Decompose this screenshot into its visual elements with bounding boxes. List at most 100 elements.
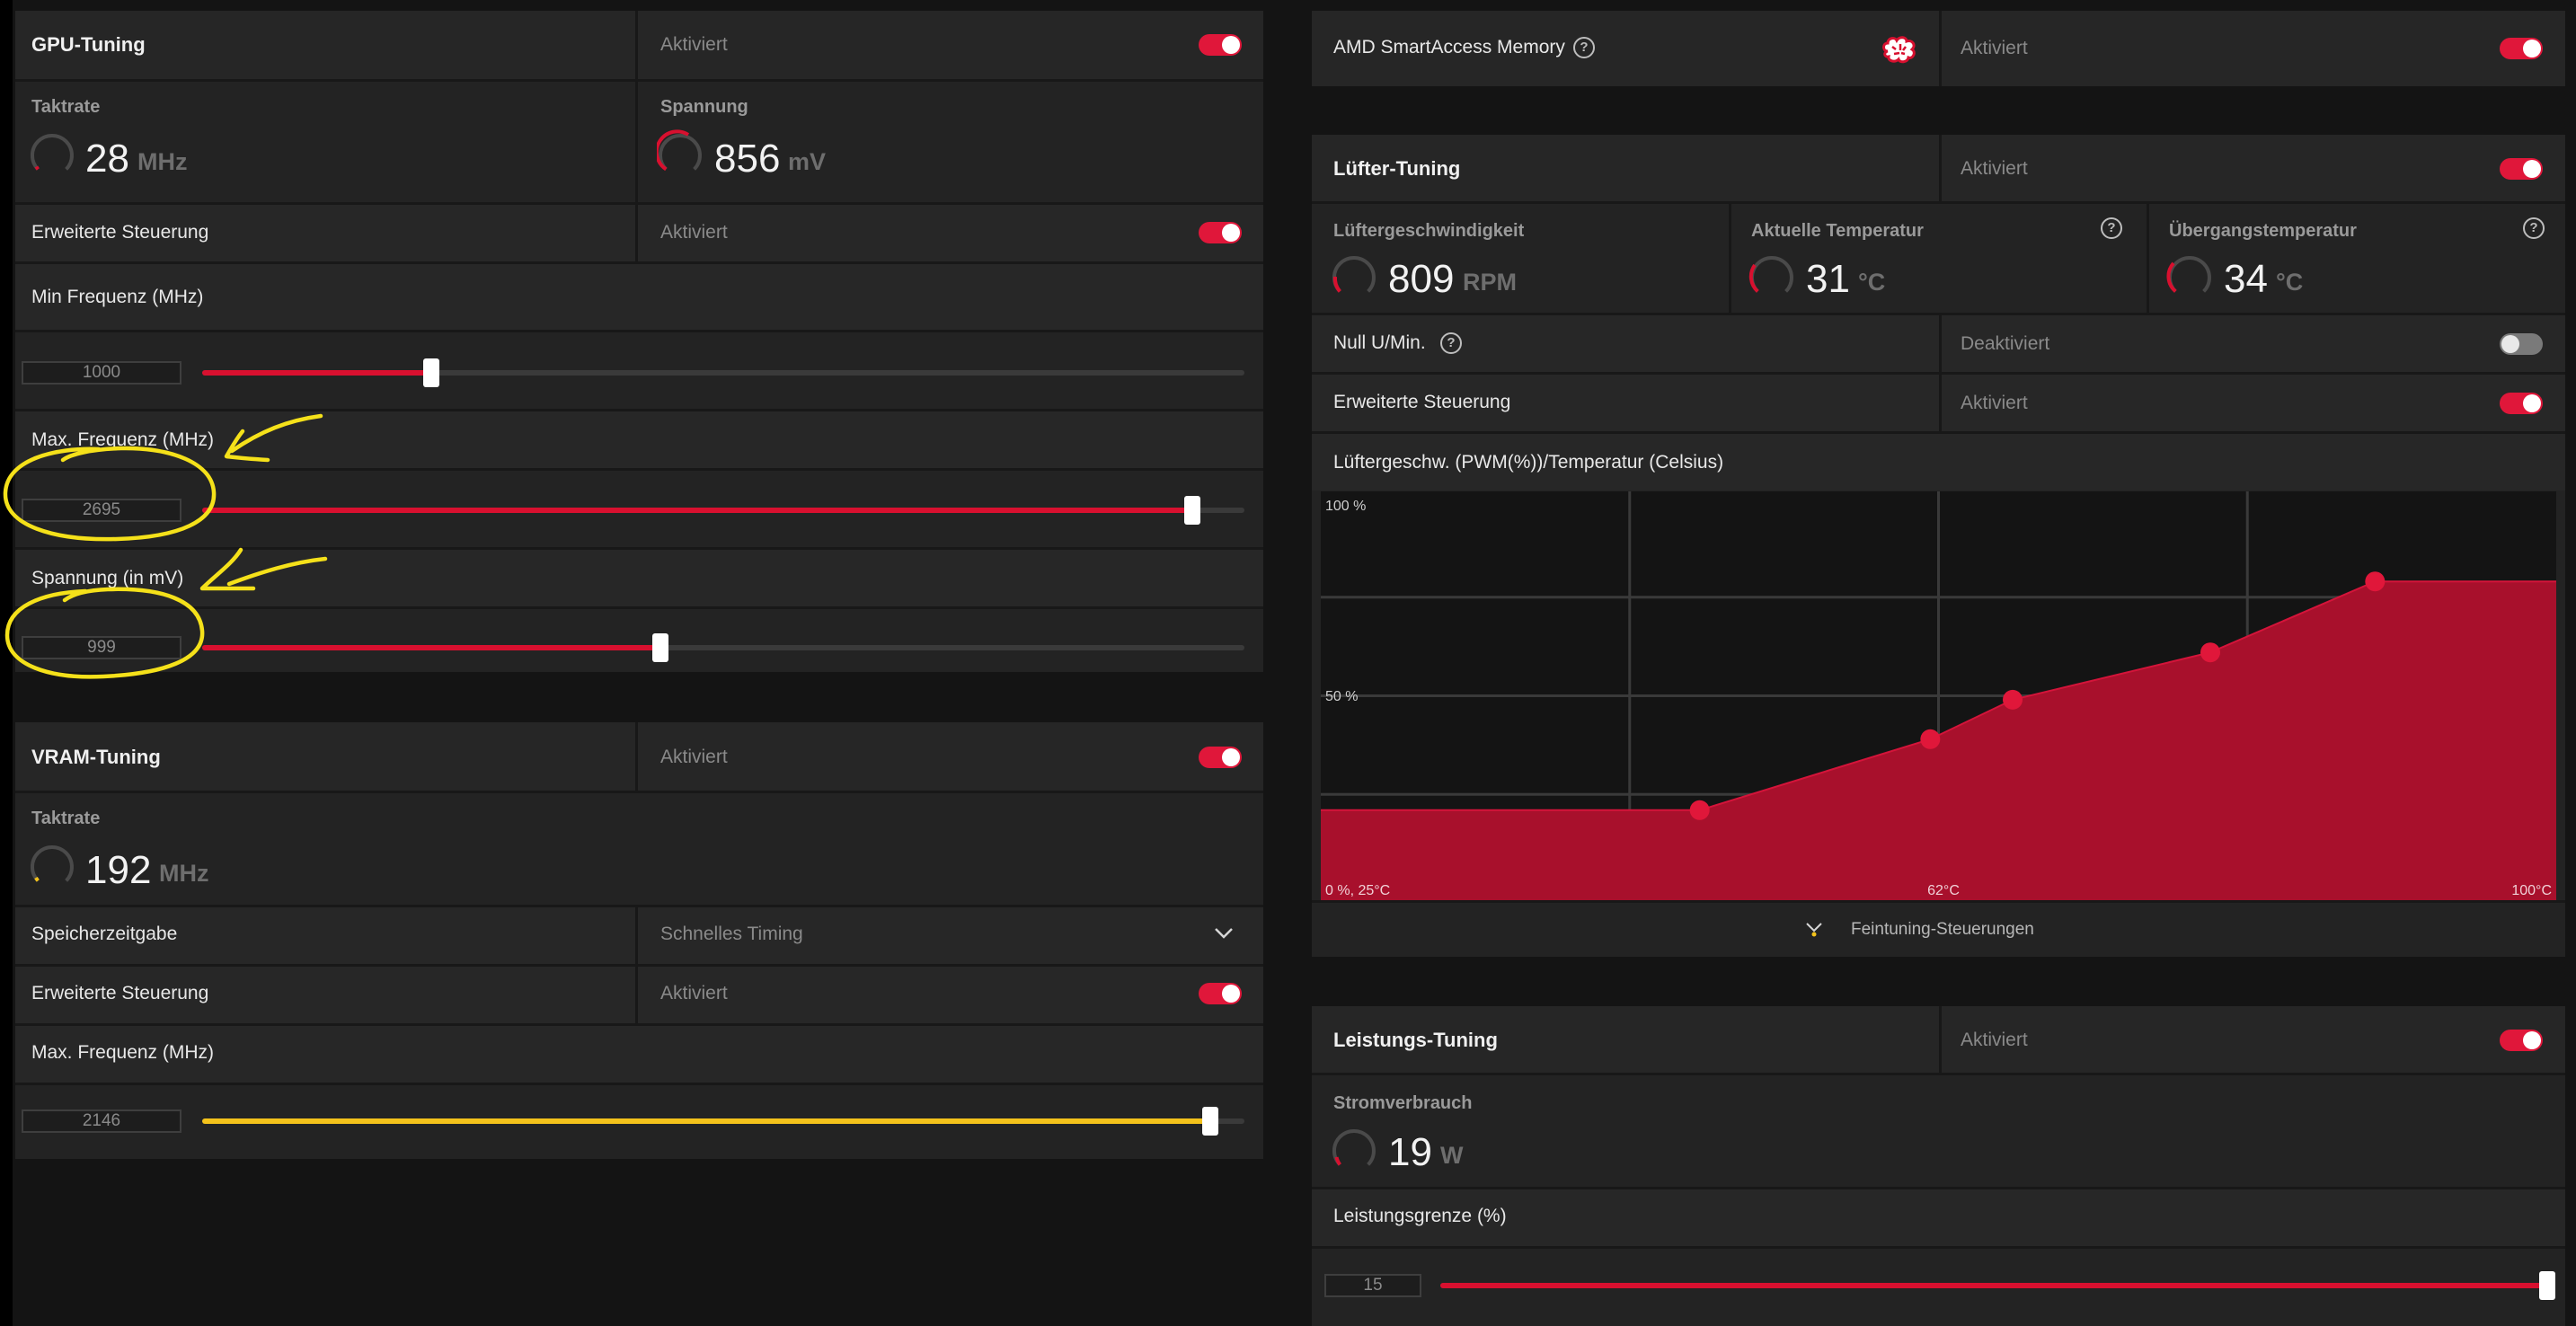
fan-tuning-panel: Lüfter-Tuning Aktiviert Lüftergeschwindi… <box>1312 135 2565 957</box>
fan-speed-unit: RPM <box>1463 269 1517 296</box>
gpu-tuning-title: GPU-Tuning <box>31 33 146 56</box>
gpu-max-freq-input[interactable]: 2695 <box>22 499 181 522</box>
vram-tuning-status: Aktiviert <box>660 747 728 767</box>
fan-advanced-toggle[interactable] <box>2500 393 2543 414</box>
gpu-advanced-status: Aktiviert <box>660 222 728 243</box>
power-tuning-panel: Leistungs-Tuning Aktiviert Stromverbrauc… <box>1312 1006 2565 1326</box>
gpu-min-freq-label: Min Frequenz (MHz) <box>31 287 204 307</box>
current-temp-help-icon[interactable]: ? <box>2101 217 2122 239</box>
fan-curve-point-2[interactable] <box>1920 729 1941 749</box>
zero-rpm-label: Null U/Min. <box>1333 332 1426 353</box>
gpu-tuning-status: Aktiviert <box>660 34 728 55</box>
gpu-advanced-label: Erweiterte Steuerung <box>31 222 209 243</box>
fan-curve-point-4[interactable] <box>2200 642 2220 663</box>
vram-clock-gauge-icon <box>31 845 74 882</box>
gpu-clock-label: Taktrate <box>31 97 101 117</box>
power-consumption-unit: W <box>1440 1142 1464 1169</box>
current-temp-value: 31 <box>1806 257 1850 301</box>
gpu-max-freq-slider-thumb[interactable] <box>1184 496 1200 525</box>
fan-curve-point-5[interactable] <box>2365 571 2386 592</box>
power-limit-input[interactable]: 15 <box>1324 1274 1421 1297</box>
y-tick-label-100: 100 % <box>1325 499 1366 514</box>
fine-tuning-button[interactable]: Feintuning-Steuerungen <box>1851 920 2034 939</box>
gpu-advanced-toggle[interactable] <box>1199 222 1242 243</box>
vram-advanced-toggle[interactable] <box>1199 983 1242 1004</box>
vram-max-freq-slider-thumb[interactable] <box>1201 1107 1218 1136</box>
zero-rpm-status: Deaktiviert <box>1961 333 2050 354</box>
gpu-voltage-gauge-icon <box>657 129 702 172</box>
chevron-down-icon[interactable] <box>1214 927 1234 940</box>
vram-tuning-panel: VRAM-Tuning Aktiviert Taktrate 192 MHz S… <box>15 722 1263 1159</box>
gpu-voltage-unit: mV <box>788 148 827 175</box>
vram-tuning-title: VRAM-Tuning <box>31 746 161 768</box>
power-limit-slider-thumb[interactable] <box>2539 1271 2555 1300</box>
brain-icon <box>1882 36 1916 64</box>
power-consumption-value: 19 <box>1388 1130 1432 1174</box>
gpu-clock-gauge-icon <box>31 134 74 171</box>
power-tuning-toggle[interactable] <box>2500 1030 2543 1051</box>
current-temp-gauge-icon <box>1748 256 1793 293</box>
smartaccess-memory-toggle[interactable] <box>2500 38 2543 59</box>
vram-clock-label: Taktrate <box>31 809 101 828</box>
gpu-voltage-slider-label: Spannung (in mV) <box>31 568 184 588</box>
zero-rpm-help-icon[interactable]: ? <box>1440 332 1462 354</box>
fine-tuning-icon[interactable] <box>1804 919 1824 939</box>
vram-max-freq-input[interactable]: 2146 <box>22 1109 181 1133</box>
fan-tuning-status: Aktiviert <box>1961 158 2028 179</box>
junction-temp-gauge-icon <box>2166 256 2211 293</box>
window-edge <box>0 0 13 1326</box>
junction-temp-label: Übergangstemperatur <box>2169 221 2357 241</box>
vram-timing-select[interactable]: Schnelles Timing <box>660 924 803 944</box>
gpu-min-freq-slider[interactable] <box>202 358 1244 387</box>
vram-max-freq-label: Max. Frequenz (MHz) <box>31 1042 215 1063</box>
gpu-max-freq-slider[interactable] <box>202 496 1244 525</box>
y-tick-label-50: 50 % <box>1325 689 1358 704</box>
fan-curve-chart[interactable]: 100 % 50 % 0 %, 25°C 62°C 100°C <box>1321 491 2556 900</box>
current-temp-unit: °C <box>1858 269 1886 296</box>
vram-clock-value: 192 <box>85 848 152 892</box>
smartaccess-help-icon[interactable]: ? <box>1573 37 1595 58</box>
smartaccess-memory-status: Aktiviert <box>1961 38 2028 58</box>
vram-clock-unit: MHz <box>159 860 209 887</box>
vram-max-freq-slider[interactable] <box>202 1107 1244 1136</box>
gpu-tuning-panel: GPU-Tuning Aktiviert Taktrate 28 MHz Spa… <box>15 11 1263 672</box>
gpu-max-freq-label: Max. Frequenz (MHz) <box>31 429 215 450</box>
gpu-voltage-input[interactable]: 999 <box>22 636 181 659</box>
fan-advanced-status: Aktiviert <box>1961 393 2028 413</box>
vram-tuning-toggle[interactable] <box>1199 747 1242 768</box>
fan-advanced-label: Erweiterte Steuerung <box>1333 392 1511 412</box>
fan-curve-label: Lüftergeschw. (PWM(%))/Temperatur (Celsi… <box>1333 452 1724 473</box>
vram-advanced-label: Erweiterte Steuerung <box>31 983 209 1003</box>
gpu-voltage-slider-thumb[interactable] <box>652 633 669 662</box>
vram-timing-label: Speicherzeitgabe <box>31 924 178 944</box>
fan-curve-point-3[interactable] <box>2003 689 2023 710</box>
gpu-min-freq-slider-thumb[interactable] <box>423 358 440 387</box>
fan-speed-label: Lüftergeschwindigkeit <box>1333 221 1525 241</box>
smartaccess-memory-title: AMD SmartAccess Memory <box>1333 37 1565 57</box>
power-consumption-gauge-icon <box>1332 1129 1376 1166</box>
gpu-voltage-slider[interactable] <box>202 633 1244 662</box>
x-tick-label-min: 0 %, 25°C <box>1325 883 1390 898</box>
power-limit-slider[interactable] <box>1440 1271 2555 1300</box>
gpu-clock-value: 28 <box>85 137 129 181</box>
junction-temp-help-icon[interactable]: ? <box>2523 217 2545 239</box>
fan-curve-point-1[interactable] <box>1689 800 1710 820</box>
gpu-min-freq-input[interactable]: 1000 <box>22 361 181 385</box>
fan-tuning-title: Lüfter-Tuning <box>1333 157 1461 180</box>
gpu-voltage-value: 856 <box>714 137 781 181</box>
vram-advanced-status: Aktiviert <box>660 983 728 1003</box>
power-consumption-label: Stromverbrauch <box>1333 1093 1473 1113</box>
gpu-clock-unit: MHz <box>137 148 188 175</box>
smartaccess-memory-panel: AMD SmartAccess Memory ? Aktiviert <box>1312 11 2565 86</box>
x-tick-label-mid: 62°C <box>1927 883 1960 898</box>
current-temp-label: Aktuelle Temperatur <box>1751 221 1924 241</box>
gpu-voltage-label: Spannung <box>660 97 748 117</box>
junction-temp-unit: °C <box>2276 269 2304 296</box>
power-tuning-title: Leistungs-Tuning <box>1333 1029 1498 1051</box>
fan-tuning-toggle[interactable] <box>2500 158 2543 180</box>
power-limit-label: Leistungsgrenze (%) <box>1333 1206 1507 1226</box>
gpu-tuning-toggle[interactable] <box>1199 34 1242 56</box>
fan-speed-gauge-icon <box>1332 256 1376 293</box>
zero-rpm-toggle[interactable] <box>2500 333 2543 355</box>
